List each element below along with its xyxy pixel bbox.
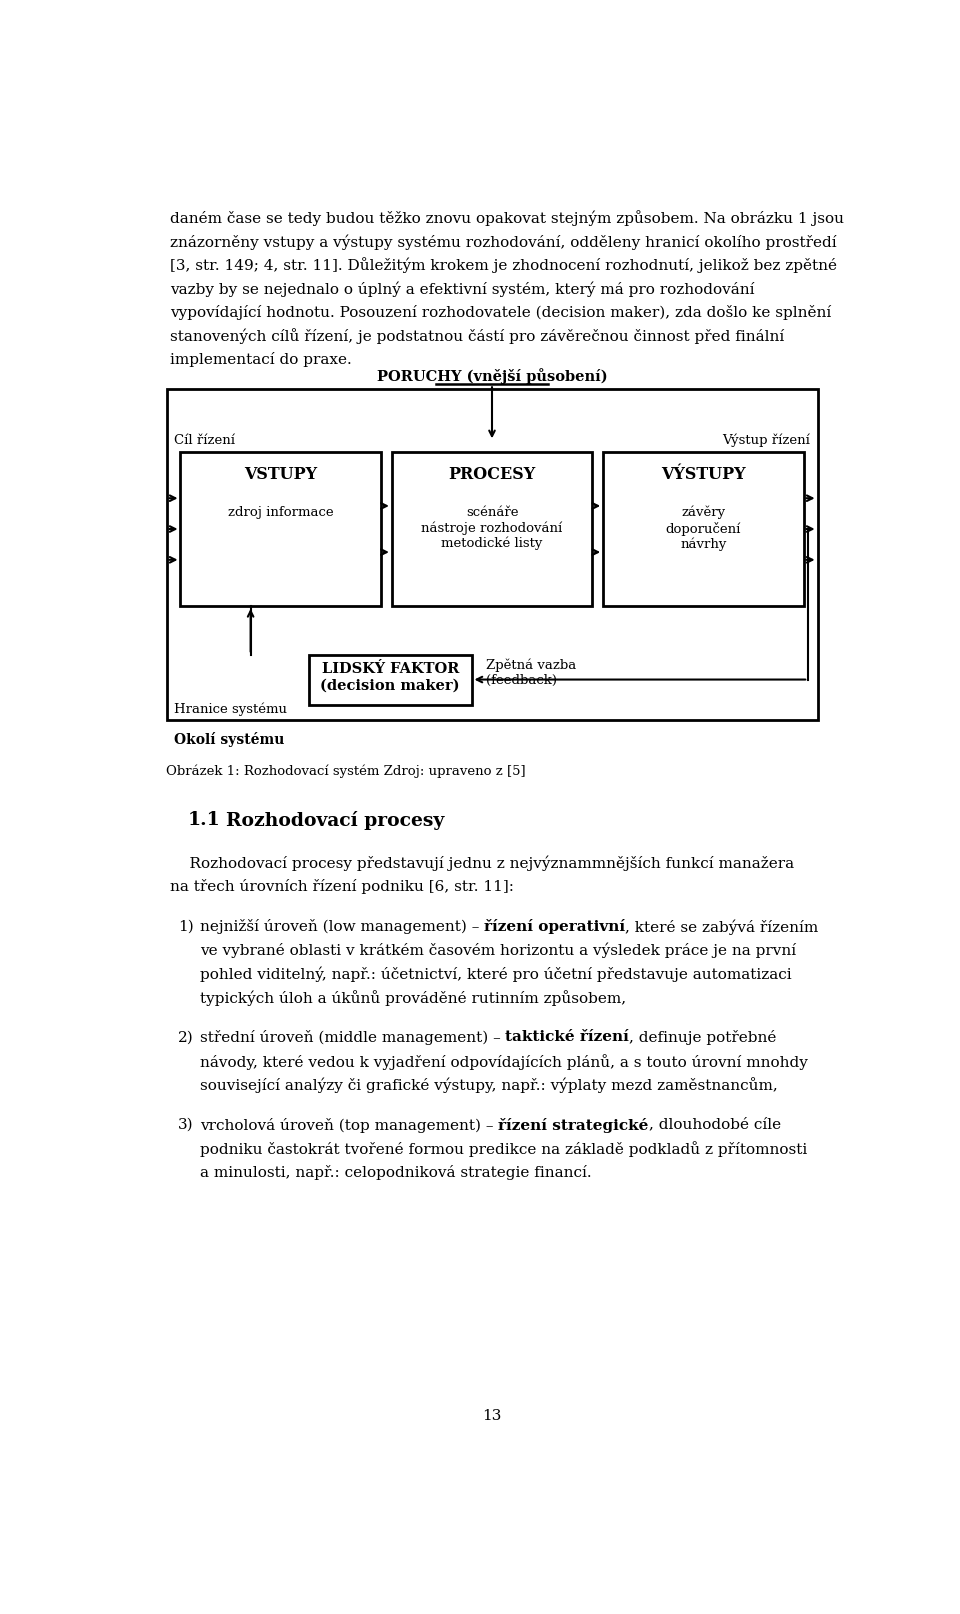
Text: střední úroveň (middle management) –: střední úroveň (middle management) – [200,1030,506,1046]
Bar [392,452,592,605]
Text: řízení operativní: řízení operativní [484,920,625,935]
Text: , dlouhodobé cíle: , dlouhodobé cíle [649,1117,780,1131]
Text: pohled viditelný, např.: účetnictví, které pro účetní představuje automatizaci: pohled viditelný, např.: účetnictví, kte… [200,967,791,981]
Text: vypovídající hodnotu. Posouzení rozhodovatele (decision maker), zda došlo ke spl: vypovídající hodnotu. Posouzení rozhodov… [170,305,831,320]
Text: PROCESY: PROCESY [448,466,536,483]
Text: znázorněny vstupy a výstupy systému rozhodování, odděleny hranicí okolího prostř: znázorněny vstupy a výstupy systému rozh… [170,234,837,250]
Text: 2): 2) [179,1030,194,1044]
Text: [3, str. 149; 4, str. 11]. Důležitým krokem je zhodnocení rozhodnutí, jelikož be: [3, str. 149; 4, str. 11]. Důležitým kro… [170,258,837,273]
Text: 3): 3) [179,1117,194,1131]
Text: na třech úrovních řízení podniku [6, str. 11]:: na třech úrovních řízení podniku [6, str… [170,880,515,894]
Text: Okolí systému: Okolí systému [175,731,284,747]
Text: ve vybrané oblasti v krátkém časovém horizontu a výsledek práce je na první: ve vybrané oblasti v krátkém časovém hor… [200,943,796,959]
Text: podniku častokrát tvořené formou predikce na základě podkladů z přítomnosti: podniku častokrát tvořené formou predikc… [200,1141,807,1157]
Text: VSTUPY: VSTUPY [244,466,317,483]
Bar [166,389,818,720]
Text: návody, které vedou k vyjadření odpovídajících plánů, a s touto úrovní mnohdy: návody, které vedou k vyjadření odpovída… [200,1054,807,1070]
Text: vrcholová úroveň (top management) –: vrcholová úroveň (top management) – [200,1117,498,1133]
Text: taktické řízení: taktické řízení [506,1030,630,1044]
Text: vazby by se nejednalo o úplný a efektivní systém, který má pro rozhodování: vazby by se nejednalo o úplný a efektivn… [170,281,755,297]
Text: Rozhodovací procesy: Rozhodovací procesy [227,810,444,830]
Text: , které se zabývá řízením: , které se zabývá řízením [625,920,819,935]
Text: a minulosti, např.: celopodniková strategie financí.: a minulosti, např.: celopodniková strate… [200,1165,591,1180]
Text: LIDSKÝ FAKTOR
(decision maker): LIDSKÝ FAKTOR (decision maker) [321,662,460,692]
Text: typických úloh a úkůnů prováděné rutinním způsobem,: typických úloh a úkůnů prováděné rutinní… [200,989,626,1006]
Text: 1.1: 1.1 [187,810,220,830]
Text: Obrázek 1: Rozhodovací systém Zdroj: upraveno z [5]: Obrázek 1: Rozhodovací systém Zdroj: upr… [166,765,526,778]
Text: PORUCHY (vnější působení): PORUCHY (vnější působení) [376,368,608,384]
Text: scénáře
nástroje rozhodování
metodické listy: scénáře nástroje rozhodování metodické l… [421,505,563,550]
Text: 13: 13 [482,1409,502,1422]
Text: implementací do praxe.: implementací do praxe. [170,352,352,366]
Text: Výstup řízení: Výstup řízení [722,434,809,447]
Text: daném čase se tedy budou těžko znovu opakovat stejným způsobem. Na obrázku 1 jso: daném čase se tedy budou těžko znovu opa… [170,210,845,226]
Text: Cíl řízení: Cíl řízení [175,434,235,447]
Text: zdroj informace: zdroj informace [228,505,333,520]
Text: související analýzy či grafické výstupy, např.: výplaty mezd zaměstnancům,: související analýzy či grafické výstupy,… [200,1077,778,1093]
Bar [603,452,804,605]
Bar [180,452,381,605]
Bar [309,655,471,705]
Text: Rozhodovací procesy představují jednu z nejvýznammnějších funkcí manažera: Rozhodovací procesy představují jednu z … [170,855,795,872]
Text: Zpětná vazba
(feedback): Zpětná vazba (feedback) [486,659,576,688]
Text: VÝSTUPY: VÝSTUPY [661,466,746,483]
Text: stanovených cílů řízení, je podstatnou částí pro závěrečnou činnost před finální: stanovených cílů řízení, je podstatnou č… [170,328,784,344]
Text: Hranice systému: Hranice systému [175,702,287,717]
Text: nejnižší úroveň (low management) –: nejnižší úroveň (low management) – [200,920,484,935]
Text: 1): 1) [179,920,194,933]
Text: řízení strategické: řízení strategické [498,1117,649,1133]
Text: závěry
doporučení
návrhy: závěry doporučení návrhy [665,505,741,552]
Text: , definuje potřebné: , definuje potřebné [630,1030,777,1046]
